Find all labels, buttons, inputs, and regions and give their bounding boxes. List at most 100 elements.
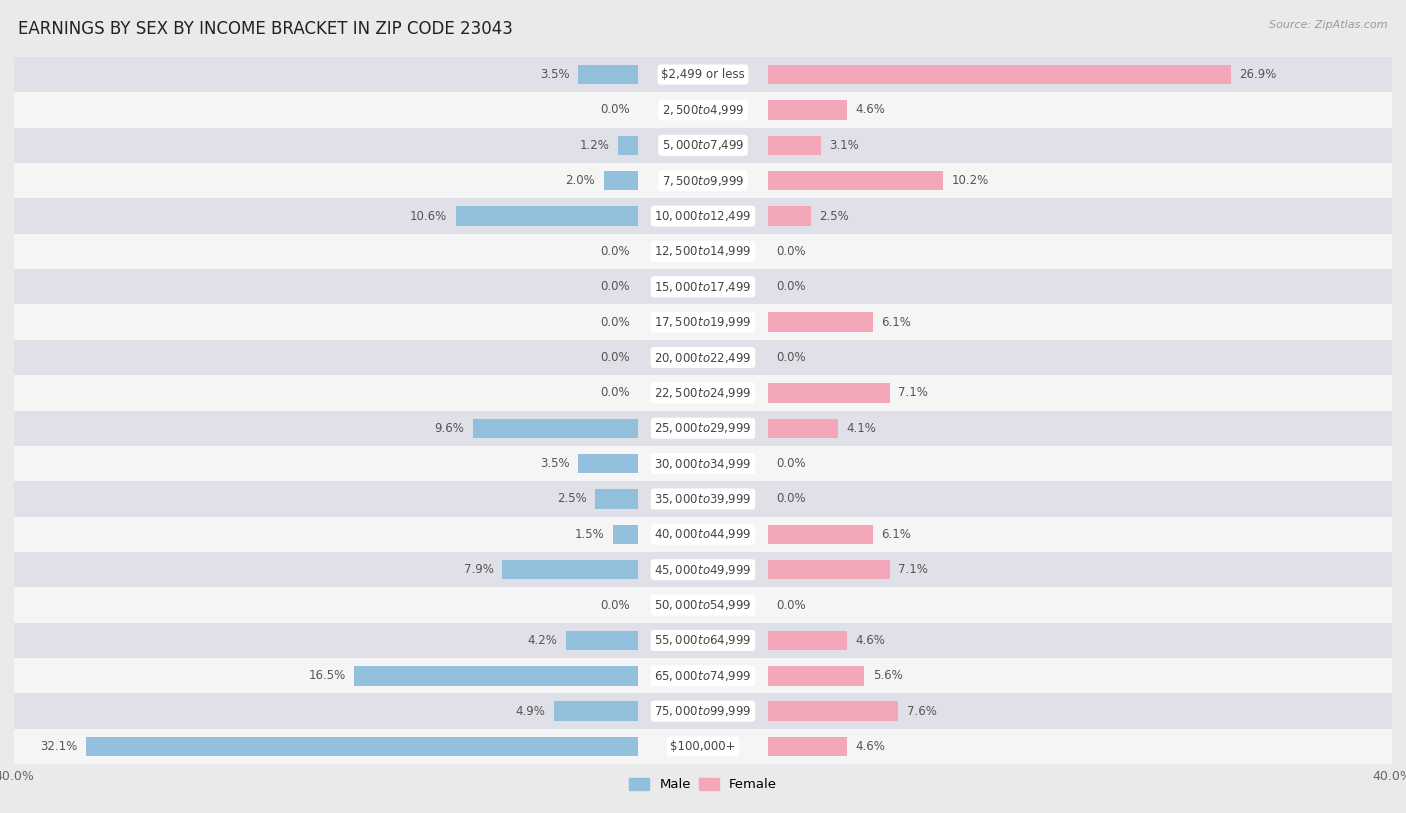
- Bar: [768, 737, 846, 756]
- Text: EARNINGS BY SEX BY INCOME BRACKET IN ZIP CODE 23043: EARNINGS BY SEX BY INCOME BRACKET IN ZIP…: [18, 20, 513, 38]
- Bar: [768, 666, 865, 685]
- Bar: [14, 269, 1392, 304]
- Text: 0.0%: 0.0%: [600, 315, 630, 328]
- Text: 7.9%: 7.9%: [464, 563, 494, 576]
- Bar: [768, 631, 846, 650]
- Text: 0.0%: 0.0%: [600, 351, 630, 364]
- Bar: [605, 171, 638, 190]
- Bar: [768, 419, 838, 438]
- Text: 0.0%: 0.0%: [600, 280, 630, 293]
- Bar: [14, 481, 1392, 517]
- Text: 7.1%: 7.1%: [898, 386, 928, 399]
- Bar: [14, 552, 1392, 587]
- Bar: [14, 729, 1392, 764]
- Text: 6.1%: 6.1%: [882, 528, 911, 541]
- Text: $100,000+: $100,000+: [671, 740, 735, 753]
- Text: 0.0%: 0.0%: [776, 351, 806, 364]
- Text: 6.1%: 6.1%: [882, 315, 911, 328]
- Bar: [14, 376, 1392, 411]
- Text: 16.5%: 16.5%: [308, 669, 346, 682]
- Text: 10.2%: 10.2%: [952, 174, 990, 187]
- Bar: [595, 489, 638, 509]
- Bar: [768, 383, 890, 402]
- Text: 0.0%: 0.0%: [600, 245, 630, 258]
- Bar: [617, 136, 638, 155]
- Bar: [14, 517, 1392, 552]
- Text: 3.5%: 3.5%: [540, 68, 569, 81]
- Text: 3.5%: 3.5%: [540, 457, 569, 470]
- Text: $17,500 to $19,999: $17,500 to $19,999: [654, 315, 752, 329]
- Text: 26.9%: 26.9%: [1240, 68, 1277, 81]
- Bar: [14, 233, 1392, 269]
- Bar: [567, 631, 638, 650]
- Bar: [14, 304, 1392, 340]
- Bar: [354, 666, 638, 685]
- Bar: [456, 207, 638, 226]
- Text: 4.1%: 4.1%: [846, 422, 877, 435]
- Text: $75,000 to $99,999: $75,000 to $99,999: [654, 704, 752, 718]
- Text: 4.6%: 4.6%: [855, 740, 886, 753]
- Bar: [472, 419, 638, 438]
- Text: 1.2%: 1.2%: [579, 139, 609, 152]
- Bar: [14, 57, 1392, 92]
- Bar: [14, 411, 1392, 446]
- Text: 2.0%: 2.0%: [565, 174, 595, 187]
- Text: $7,500 to $9,999: $7,500 to $9,999: [662, 174, 744, 188]
- Text: 2.5%: 2.5%: [557, 493, 586, 506]
- Bar: [86, 737, 638, 756]
- Text: $40,000 to $44,999: $40,000 to $44,999: [654, 528, 752, 541]
- Text: 5.6%: 5.6%: [873, 669, 903, 682]
- Text: 1.5%: 1.5%: [574, 528, 605, 541]
- Bar: [14, 340, 1392, 375]
- Text: $15,000 to $17,499: $15,000 to $17,499: [654, 280, 752, 293]
- Bar: [768, 702, 898, 721]
- Bar: [768, 65, 1230, 85]
- Text: $2,500 to $4,999: $2,500 to $4,999: [662, 103, 744, 117]
- Text: $5,000 to $7,499: $5,000 to $7,499: [662, 138, 744, 152]
- Text: $55,000 to $64,999: $55,000 to $64,999: [654, 633, 752, 647]
- Bar: [578, 65, 638, 85]
- Text: 7.1%: 7.1%: [898, 563, 928, 576]
- Bar: [14, 446, 1392, 481]
- Text: $10,000 to $12,499: $10,000 to $12,499: [654, 209, 752, 223]
- Bar: [768, 312, 873, 332]
- Bar: [768, 100, 846, 120]
- Text: 4.6%: 4.6%: [855, 634, 886, 647]
- Bar: [14, 128, 1392, 163]
- Bar: [502, 560, 638, 580]
- Text: $22,500 to $24,999: $22,500 to $24,999: [654, 386, 752, 400]
- Text: 0.0%: 0.0%: [776, 598, 806, 611]
- Bar: [768, 524, 873, 544]
- Text: 7.6%: 7.6%: [907, 705, 936, 718]
- Bar: [14, 163, 1392, 198]
- Bar: [613, 524, 638, 544]
- Text: 4.2%: 4.2%: [527, 634, 557, 647]
- Bar: [768, 560, 890, 580]
- Text: $20,000 to $22,499: $20,000 to $22,499: [654, 350, 752, 364]
- Text: 4.6%: 4.6%: [855, 103, 886, 116]
- Bar: [578, 454, 638, 473]
- Text: Source: ZipAtlas.com: Source: ZipAtlas.com: [1270, 20, 1388, 30]
- Bar: [14, 92, 1392, 128]
- Text: 4.9%: 4.9%: [516, 705, 546, 718]
- Text: 9.6%: 9.6%: [434, 422, 464, 435]
- Bar: [14, 587, 1392, 623]
- Bar: [14, 198, 1392, 234]
- Text: $65,000 to $74,999: $65,000 to $74,999: [654, 669, 752, 683]
- Text: $2,499 or less: $2,499 or less: [661, 68, 745, 81]
- Text: 2.5%: 2.5%: [820, 210, 849, 223]
- Legend: Male, Female: Male, Female: [624, 772, 782, 797]
- Bar: [554, 702, 638, 721]
- Text: 0.0%: 0.0%: [776, 493, 806, 506]
- Text: 0.0%: 0.0%: [600, 598, 630, 611]
- Text: 10.6%: 10.6%: [411, 210, 447, 223]
- Text: $35,000 to $39,999: $35,000 to $39,999: [654, 492, 752, 506]
- Text: $45,000 to $49,999: $45,000 to $49,999: [654, 563, 752, 576]
- Text: $25,000 to $29,999: $25,000 to $29,999: [654, 421, 752, 435]
- Bar: [14, 659, 1392, 693]
- Text: $12,500 to $14,999: $12,500 to $14,999: [654, 245, 752, 259]
- Bar: [768, 171, 943, 190]
- Bar: [768, 136, 821, 155]
- Text: 0.0%: 0.0%: [600, 103, 630, 116]
- Bar: [14, 693, 1392, 729]
